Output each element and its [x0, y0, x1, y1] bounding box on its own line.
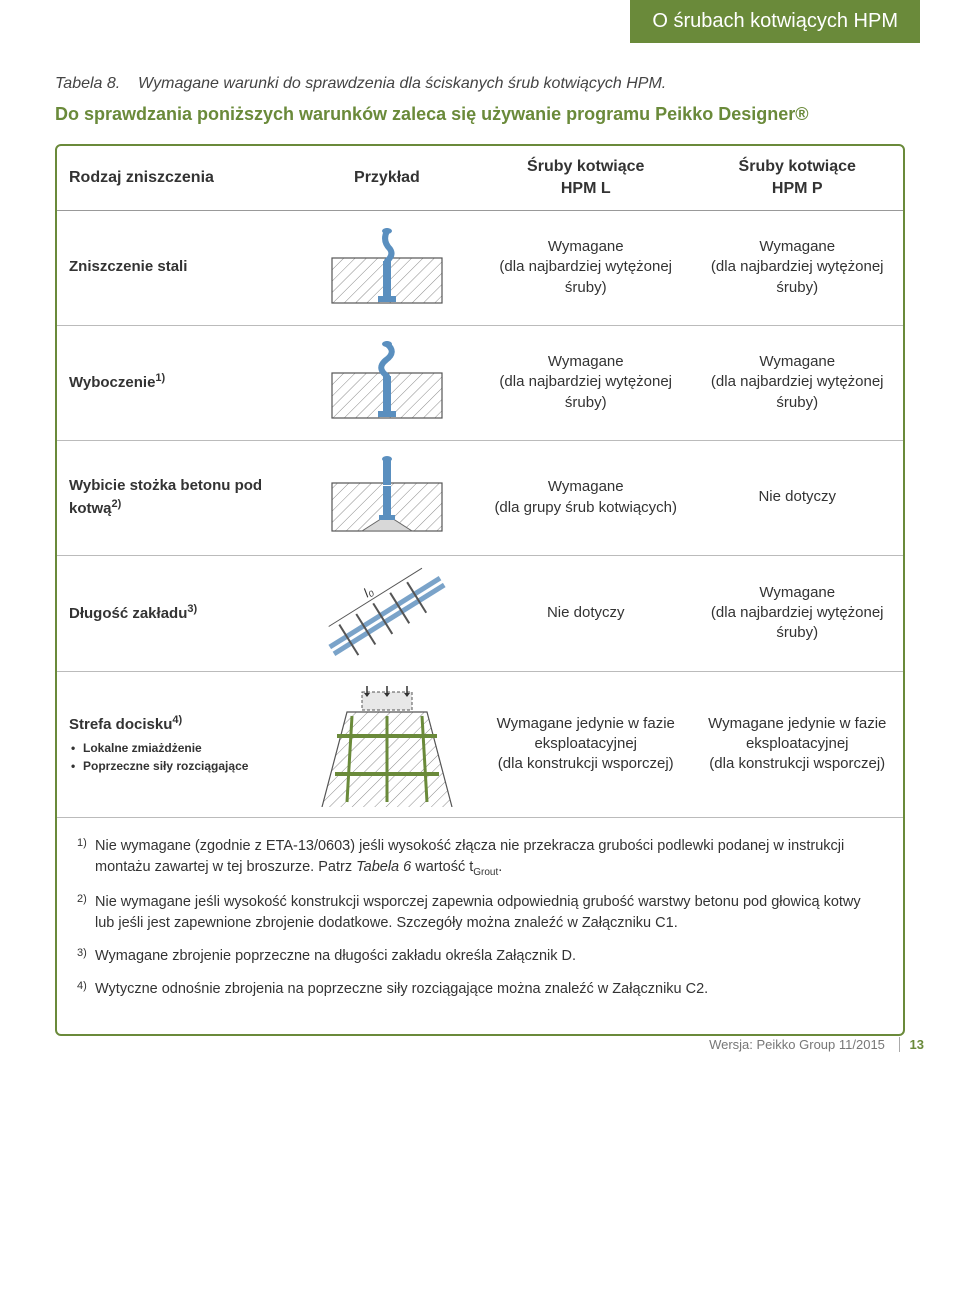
cell-hpm-l: Nie dotyczy	[480, 593, 692, 633]
row-sub-bullets: Lokalne zmiażdżenie Poprzeczne siły rozc…	[69, 739, 282, 775]
cell-hpm-p: Wymagane (dla najbardziej wytężonej śrub…	[691, 227, 903, 308]
cell-hpm-p: Wymagane (dla najbardziej wytężonej śrub…	[691, 342, 903, 423]
version-text: Wersja: Peikko Group 11/2015	[709, 1037, 885, 1052]
cell-hpm-l: Wymagane (dla grupy śrub kotwiących)	[480, 467, 692, 528]
th-hpm-l: Śruby kotwiące HPM L	[480, 146, 692, 209]
row-label: Wyboczenie1)	[57, 361, 294, 403]
row-label: Długość zakładu3)	[57, 592, 294, 634]
list-item: Poprzeczne siły rozciągające	[69, 757, 282, 775]
th-failure-type: Rodzaj zniszczenia	[57, 157, 294, 199]
row-label: Zniszczenie stali	[57, 247, 294, 287]
table-header-row: Rodzaj zniszczenia Przykład Śruby kotwią…	[57, 146, 903, 210]
table-row: Zniszczenie stali Wymagane (dla najbardz…	[57, 211, 903, 326]
page-footer: Wersja: Peikko Group 11/2015 13	[709, 1037, 924, 1052]
bearing-zone-icon	[307, 682, 467, 807]
bolt-buckle-icon	[322, 338, 452, 428]
row-label: Wybicie stożka betonu pod kotwą2)	[57, 466, 294, 529]
section-header: O śrubach kotwiących HPM	[630, 0, 920, 43]
page-number: 13	[899, 1037, 924, 1052]
lap-length-icon: l₀	[312, 566, 462, 661]
table-row: Wyboczenie1) Wymagane (dla najbardziej w…	[57, 326, 903, 441]
footnote: 2) Nie wymagane jeśli wysokość konstrukc…	[77, 892, 883, 934]
diagram-buckling	[294, 328, 480, 438]
footnotes-block: 1) Nie wymagane (zgodnie z ETA-13/0603) …	[57, 818, 903, 1034]
caption-prefix: Tabela 8.	[55, 75, 120, 92]
diagram-steel-failure	[294, 213, 480, 323]
footnote: 3) Wymagane zbrojenie poprzeczne na dług…	[77, 946, 883, 967]
th-hpm-p: Śruby kotwiące HPM P	[691, 146, 903, 209]
row-label: Strefa docisku4) Lokalne zmiażdżenie Pop…	[57, 703, 294, 785]
diagram-cone-breakout	[294, 443, 480, 553]
cell-hpm-l: Wymagane (dla najbardziej wytężonej śrub…	[480, 227, 692, 308]
cell-hpm-p: Nie dotyczy	[691, 477, 903, 517]
cell-hpm-l: Wymagane jedynie w fazie eksploatacyjnej…	[480, 704, 692, 785]
page-content: Tabela 8. Wymagane warunki do sprawdzeni…	[0, 0, 960, 1066]
cell-hpm-p: Wymagane (dla najbardziej wytężonej śrub…	[691, 573, 903, 654]
section-header-text: O śrubach kotwiących HPM	[652, 10, 898, 32]
table-row: Strefa docisku4) Lokalne zmiażdżenie Pop…	[57, 672, 903, 818]
requirements-table: Rodzaj zniszczenia Przykład Śruby kotwią…	[55, 144, 905, 1036]
cone-breakout-icon	[322, 453, 452, 543]
table-row: Wybicie stożka betonu pod kotwą2) Wymaga…	[57, 441, 903, 556]
table-row: Długość zakładu3) l₀	[57, 556, 903, 672]
list-item: Lokalne zmiażdżenie	[69, 739, 282, 757]
table-caption: Tabela 8. Wymagane warunki do sprawdzeni…	[55, 75, 905, 93]
bolt-break-icon	[322, 223, 452, 313]
th-example: Przykład	[294, 157, 480, 199]
cell-hpm-l: Wymagane (dla najbardziej wytężonej śrub…	[480, 342, 692, 423]
footnote: 4) Wytyczne odnośnie zbrojenia na poprze…	[77, 979, 883, 1000]
diagram-bearing-zone	[294, 672, 480, 817]
caption-text: Wymagane warunki do sprawdzenia dla ścis…	[138, 75, 666, 92]
subheading: Do sprawdzania poniższych warunków zalec…	[55, 103, 905, 126]
cell-hpm-p: Wymagane jedynie w fazie eksploatacyjnej…	[691, 704, 903, 785]
footnote: 1) Nie wymagane (zgodnie z ETA-13/0603) …	[77, 836, 883, 880]
diagram-lap-length: l₀	[294, 556, 480, 671]
